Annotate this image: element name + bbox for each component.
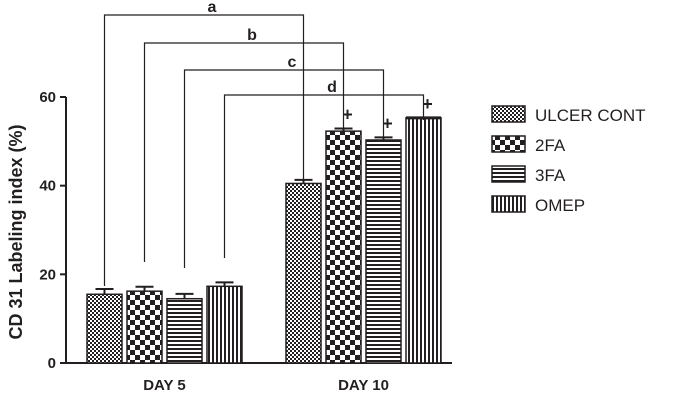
y-tick-label: 0 (48, 355, 56, 372)
bar-omep-day-5 (206, 285, 243, 364)
legend-label: 2FA (535, 136, 566, 155)
bracket-label-a: a (208, 0, 217, 16)
comparison-bracket-b (143, 42, 345, 262)
bar-2fa-day-10 (325, 130, 362, 364)
bar-2fa-day-5 (126, 290, 163, 364)
legend-swatch (491, 135, 526, 153)
y-tick-label: 40 (39, 178, 56, 195)
x-category-label: DAY 10 (338, 377, 389, 394)
significance-mark: + (422, 94, 433, 114)
bar-3fa-day-5 (166, 297, 203, 364)
comparison-bracket-c (183, 69, 385, 268)
bar-ulcer-cont-day-5 (86, 293, 123, 364)
category-labels: DAY 5 DAY 10 (143, 377, 389, 394)
significance-marks: + + + (342, 94, 433, 134)
comparison-brackets: a b c d (103, 0, 425, 286)
y-axis-ticks: 0 20 40 60 (39, 89, 66, 372)
bar-3fa-day-10 (365, 139, 402, 364)
comparison-bracket-a (103, 14, 305, 286)
significance-mark: + (382, 113, 393, 133)
legend-label: 3FA (535, 166, 566, 185)
bracket-label-c: c (288, 54, 297, 71)
bars (86, 117, 442, 364)
y-tick-label: 60 (39, 89, 56, 106)
legend-swatch (491, 195, 526, 213)
bar-omep-day-10 (405, 117, 442, 364)
legend-label: ULCER CONT (535, 106, 646, 125)
y-tick-label: 20 (39, 266, 56, 283)
legend-label: OMEP (535, 196, 585, 215)
significance-mark: + (342, 104, 353, 124)
legend-swatch (491, 165, 526, 183)
comparison-bracket-d (223, 94, 425, 258)
y-axis-title: CD 31 Labeling index (%) (6, 124, 26, 339)
bar-ulcer-cont-day-10 (285, 182, 322, 364)
legend: ULCER CONT 2FA 3FA OMEP (491, 105, 646, 215)
x-category-label: DAY 5 (143, 377, 186, 394)
bracket-label-b: b (247, 27, 257, 44)
bracket-label-d: d (327, 79, 337, 96)
legend-swatch (491, 105, 526, 123)
